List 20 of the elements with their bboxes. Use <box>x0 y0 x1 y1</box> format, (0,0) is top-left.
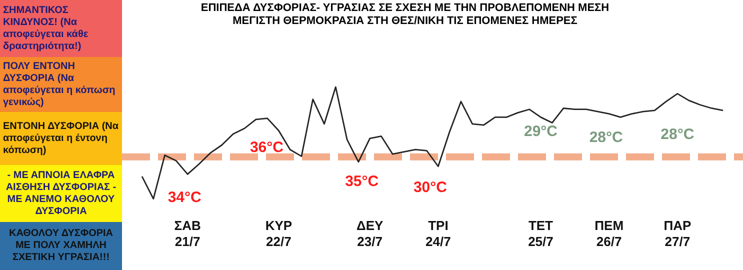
x-tick-label: ΤΕΤ 25/7 <box>528 218 554 249</box>
x-tick-label: ΠΕΜ 26/7 <box>594 218 624 249</box>
text: ΣΗΜΑΝΤΙΚΟΣ ΚΙΝΔΥΝΟΣ! (Να αποφεύγεται κάθε δραστηριότητα!) <box>3 4 90 52</box>
annotation: 35°C <box>345 173 379 190</box>
annotation: 28°C <box>660 126 694 144</box>
chart-title: ΕΠΙΠΕΔΑ ΔΥΣΦΟΡΙΑΣ- ΥΓΡΑΣΙΑΣ ΣΕ ΣΧΕΣΗ ΜΕ ΤΗΝ ΠΡΟΒΛΕΠΟΜΕΝΗ ΜΕΣΗ ΜΕΓΙΣΤΗ ΘΕΡΜΟΚΡΑΣΙΑ ΣΤΗ ΘΕΣ/ΝΙΚΗ ΤΙΣ ΕΠΟΜΕΝΕΣ ΗΜΕΡΕΣ <box>200 2 610 28</box>
x-tick-label: ΠΑΡ 27/7 <box>664 218 692 249</box>
text: ΠΟΛΥ ΕΝΤΟΝΗ ΔΥΣΦΟΡΙΑ (Να αποφεύγεται η κόπωση γενικώς) <box>3 60 116 108</box>
annotation: 34°C <box>168 189 202 206</box>
x-tick-label: ΣΑΒ 21/7 <box>174 218 201 249</box>
annotation: 30°C <box>413 179 448 196</box>
text: ΚΑΘΟΛΟΥ ΔΥΣΦΟΡΙΑ ΜΕ ΠΟΛΥ ΧΑΜΗΛΗ ΣΧΕΤΙΚΗ ΥΓΡΑΣΙΑ!!! <box>8 228 114 264</box>
x-tick-label: ΚΥΡ 22/7 <box>265 218 292 249</box>
annotation: 28°C <box>589 129 624 146</box>
text: ΕΝΤΟΝΗ ΔΥΣΦΟΡΙΑ (Να αποφεύγεται η έντονη κόπωση) <box>3 120 119 156</box>
annotation: 36°C <box>250 139 284 156</box>
x-tick-label: ΤΡΙ 24/7 <box>426 218 451 249</box>
annotation: 29°C <box>524 123 558 140</box>
x-tick-label: ΔΕΥ 23/7 <box>356 218 384 249</box>
text: - ΜΕ ΑΠΝΟΙΑ ΕΛΑΦΡΑ ΑΙΣΘΗΣΗ ΔΥΣΦΟΡΙΑΣ - ΜΕ ΑΝΕΜΟ ΚΑΘΟΛΟΥ ΔΥΣΦΟΡΙΑ <box>4 170 118 218</box>
